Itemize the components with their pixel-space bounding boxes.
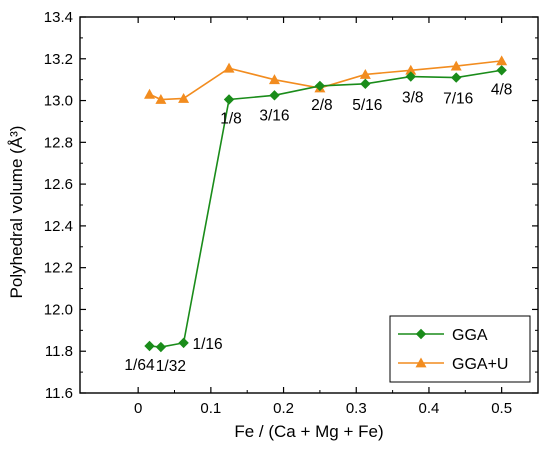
data-point-gga xyxy=(496,65,507,76)
point-annotation: 3/16 xyxy=(259,107,289,124)
data-point-gga-u xyxy=(144,88,156,99)
data-point-gga-u xyxy=(450,60,462,71)
y-tick-label: 13.0 xyxy=(44,93,73,110)
data-point-gga xyxy=(144,340,155,352)
data-point-gga-u xyxy=(268,74,280,85)
data-point-gga xyxy=(405,71,416,82)
y-tick-label: 12.0 xyxy=(44,301,73,318)
legend-marker xyxy=(415,357,427,368)
point-annotation: 5/16 xyxy=(352,97,382,114)
point-annotation: 7/16 xyxy=(443,91,473,108)
data-point-gga xyxy=(223,94,235,105)
point-annotation: 1/64 xyxy=(124,357,155,374)
y-tick-label: 11.6 xyxy=(45,385,73,402)
series-line-gga-u xyxy=(149,60,502,101)
data-point-gga-u xyxy=(223,62,235,73)
x-tick-label: 0.5 xyxy=(491,400,512,417)
y-axis-title: Polyhedral volume (Å³) xyxy=(7,126,26,299)
point-annotation: 1/32 xyxy=(156,358,186,375)
data-point-gga xyxy=(155,341,167,353)
x-axis-title: Fe / (Ca + Mg + Fe) xyxy=(234,422,383,441)
data-point-gga xyxy=(451,72,462,83)
point-annotation: 4/8 xyxy=(491,81,513,98)
legend-label: GGA xyxy=(452,327,488,344)
point-annotation: 2/8 xyxy=(311,97,333,114)
x-tick-label: 0.2 xyxy=(273,400,294,417)
x-tick-label: 0 xyxy=(134,400,142,417)
y-tick-label: 12.6 xyxy=(44,176,73,193)
y-tick-label: 11.8 xyxy=(45,343,73,360)
legend-label: GGA+U xyxy=(452,356,508,373)
data-point-gga xyxy=(178,337,189,349)
point-annotation: 3/8 xyxy=(402,90,424,107)
data-point-gga xyxy=(269,90,280,101)
data-point-gga xyxy=(360,78,371,90)
legend: GGA GGA+U xyxy=(389,315,531,383)
point-annotation: 1/8 xyxy=(220,111,242,128)
data-point-gga-u xyxy=(178,92,190,103)
data-point-gga-u xyxy=(405,64,417,75)
data-point-gga-u xyxy=(496,55,508,66)
data-point-gga-u xyxy=(359,68,371,79)
data-point-gga xyxy=(314,80,326,92)
legend-marker xyxy=(415,328,427,340)
x-tick-label: 0.1 xyxy=(200,400,221,417)
y-tick-label: 12.2 xyxy=(44,260,73,277)
y-tick-label: 12.4 xyxy=(44,218,73,235)
legend-box xyxy=(389,315,531,383)
x-tick-label: 0.3 xyxy=(346,400,367,417)
point-annotation: 1/16 xyxy=(193,336,223,353)
data-point-gga-u xyxy=(155,94,167,104)
x-tick-label: 0.4 xyxy=(419,400,440,417)
y-tick-label: 12.8 xyxy=(44,134,73,151)
series-line-gga xyxy=(149,69,502,348)
y-tick-label: 13.2 xyxy=(44,51,73,68)
y-tick-label: 13.4 xyxy=(44,9,73,26)
